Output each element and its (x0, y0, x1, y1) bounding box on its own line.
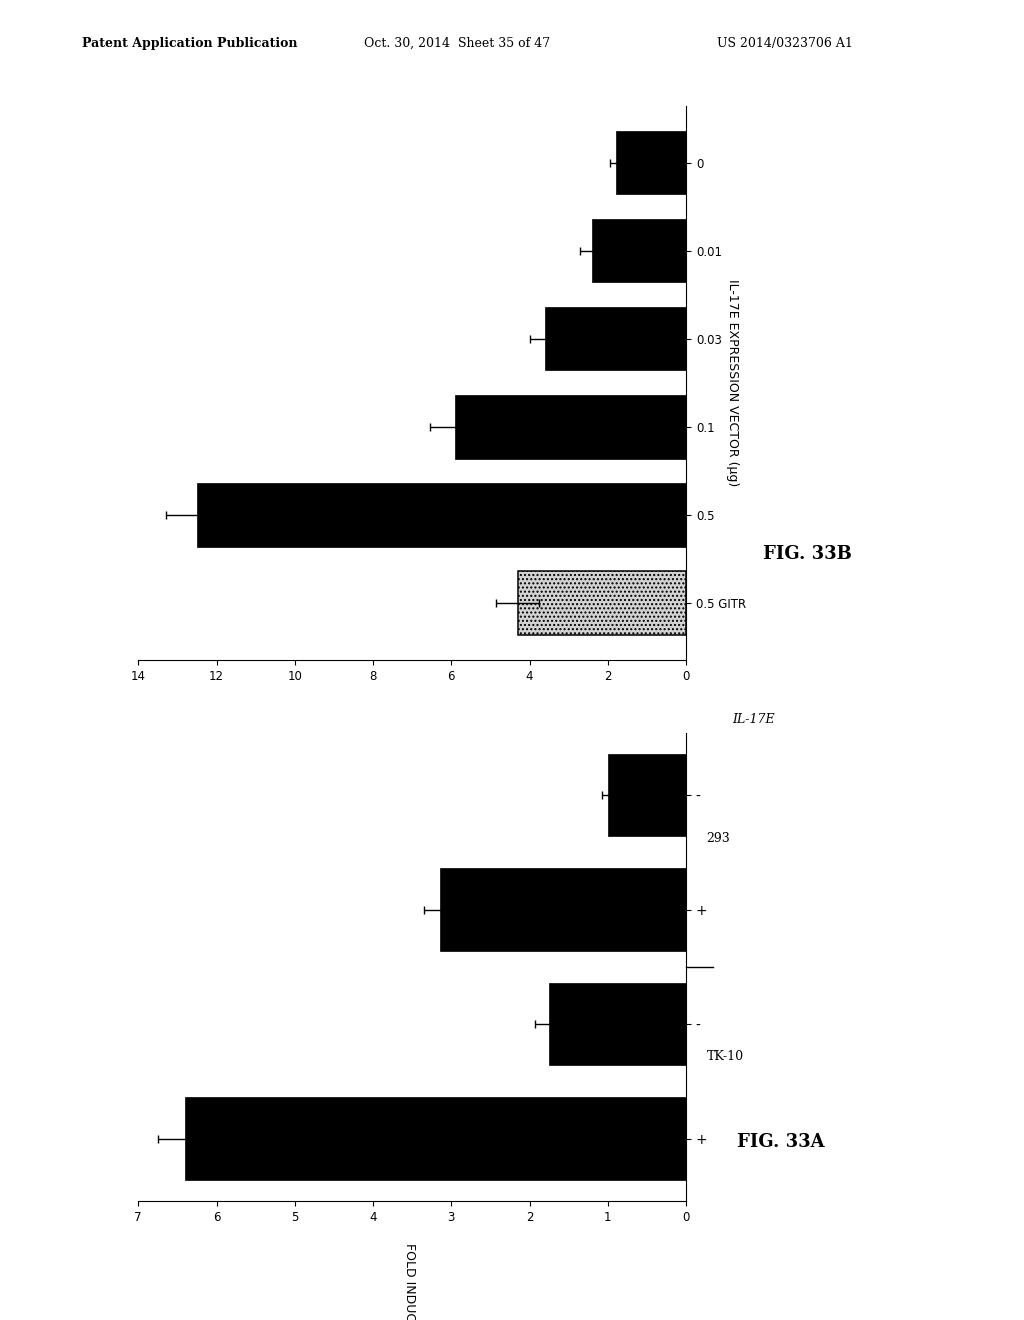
Text: FIG. 33A: FIG. 33A (737, 1133, 825, 1151)
Bar (518, 572, 686, 635)
Text: US 2014/0323706 A1: US 2014/0323706 A1 (717, 37, 853, 50)
Text: IL-17E: IL-17E (732, 713, 775, 726)
Bar (197, 483, 686, 546)
Bar (545, 308, 686, 371)
Bar (592, 219, 686, 282)
Bar (185, 1097, 686, 1180)
Text: TK-10: TK-10 (707, 1049, 743, 1063)
Text: Patent Application Publication: Patent Application Publication (82, 37, 297, 50)
Bar (615, 131, 686, 194)
Text: FOLD INDUCTION LUCIFERASE ACTIVITY: FOLD INDUCTION LUCIFERASE ACTIVITY (403, 1243, 416, 1320)
Bar (549, 983, 686, 1065)
Bar (456, 395, 686, 458)
Text: Oct. 30, 2014  Sheet 35 of 47: Oct. 30, 2014 Sheet 35 of 47 (364, 37, 550, 50)
Text: FIG. 33B: FIG. 33B (763, 545, 852, 564)
Text: IL-17E EXPRESSION VECTOR (µg): IL-17E EXPRESSION VECTOR (µg) (726, 279, 738, 487)
Text: 293: 293 (707, 832, 730, 845)
Bar (608, 754, 686, 837)
Bar (439, 869, 686, 950)
